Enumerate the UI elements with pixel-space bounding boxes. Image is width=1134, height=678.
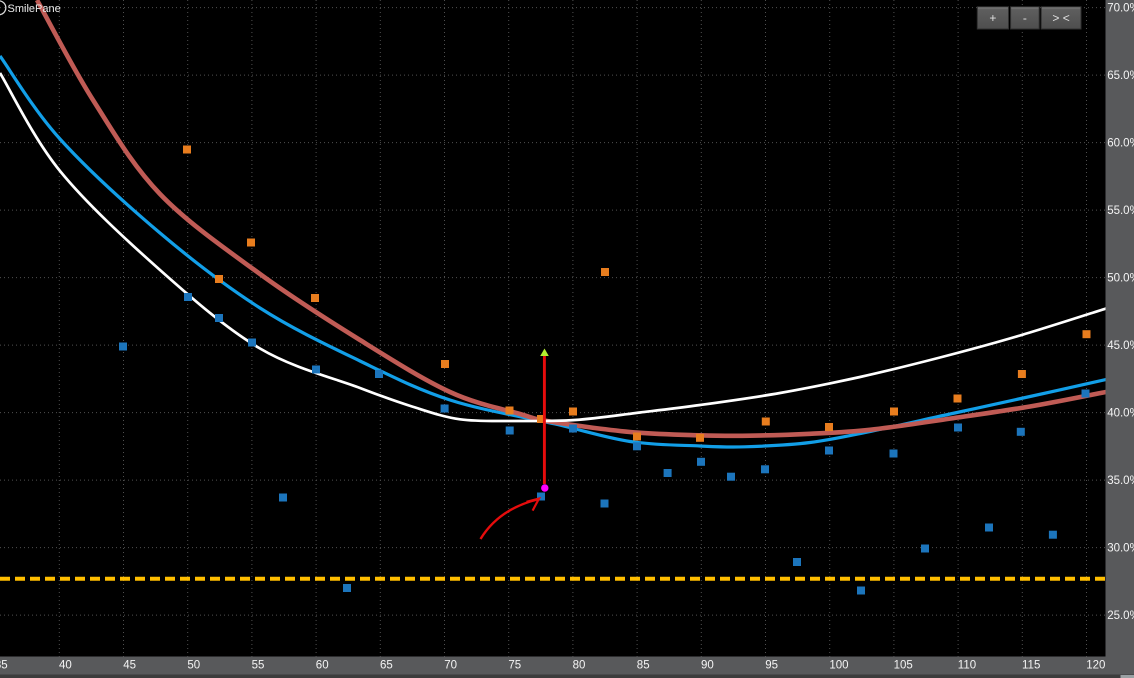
svg-text:45.0%: 45.0%: [1107, 340, 1134, 352]
svg-text:+: +: [989, 11, 996, 25]
svg-text:70.0%: 70.0%: [1107, 3, 1134, 15]
svg-text:110: 110: [958, 660, 976, 672]
svg-text:60: 60: [316, 660, 329, 672]
svg-text:80: 80: [573, 660, 586, 672]
svg-text:50.0%: 50.0%: [1107, 273, 1134, 285]
svg-text:115: 115: [1022, 660, 1040, 672]
svg-text:> <: > <: [1052, 11, 1069, 25]
svg-text:SmilePane: SmilePane: [8, 3, 61, 15]
svg-text:40: 40: [59, 660, 72, 672]
svg-text:35: 35: [0, 660, 8, 672]
svg-text:30.0%: 30.0%: [1107, 543, 1134, 555]
svg-text:95: 95: [765, 660, 778, 672]
svg-text:90: 90: [701, 660, 714, 672]
svg-text:55: 55: [252, 660, 265, 672]
svg-text:35.0%: 35.0%: [1107, 475, 1134, 487]
svg-text:65: 65: [380, 660, 393, 672]
svg-text:65.0%: 65.0%: [1107, 70, 1134, 82]
svg-text:55.0%: 55.0%: [1107, 205, 1134, 217]
svg-text:-: -: [1023, 11, 1027, 25]
svg-text:75: 75: [508, 660, 521, 672]
svg-text:70: 70: [444, 660, 457, 672]
svg-text:105: 105: [894, 660, 913, 672]
svg-text:40.0%: 40.0%: [1107, 408, 1134, 420]
svg-text:45: 45: [123, 660, 136, 672]
svg-text:25.0%: 25.0%: [1107, 610, 1134, 622]
svg-text:60.0%: 60.0%: [1107, 138, 1134, 150]
svg-text:100: 100: [829, 660, 848, 672]
svg-text:120: 120: [1086, 660, 1105, 672]
svg-text:85: 85: [637, 660, 650, 672]
svg-text:50: 50: [187, 660, 200, 672]
